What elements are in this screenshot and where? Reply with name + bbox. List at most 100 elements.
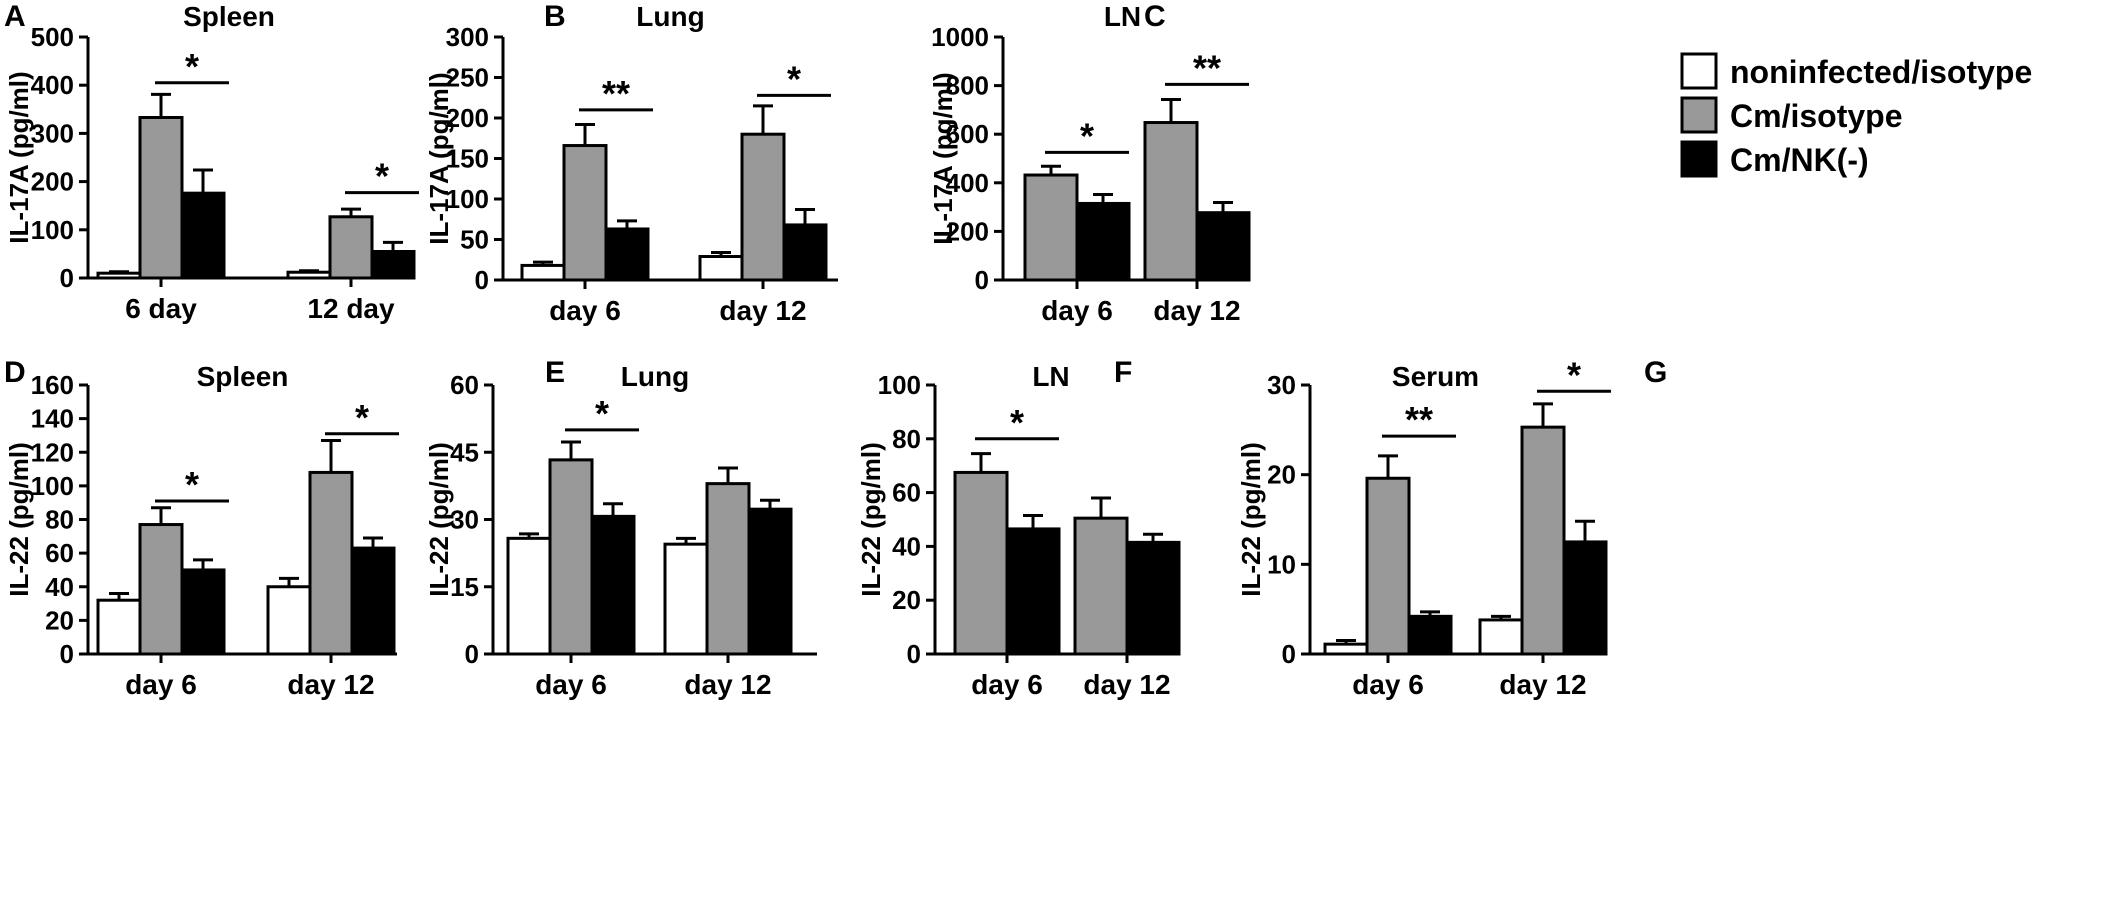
bar (1073, 516, 1129, 656)
x-tick-label: day 6 (1352, 669, 1424, 700)
bar (782, 223, 828, 282)
y-tick-label: 160 (31, 370, 74, 400)
y-tick-label: 10 (1267, 549, 1296, 579)
bar (740, 132, 786, 282)
y-tick-label: 45 (450, 437, 479, 467)
panel-c: CLN IL-17A (pg/ml) 0 200 400 600 800 1000 day 6 d… (928, 0, 1251, 326)
y-tick-label: 40 (892, 531, 921, 561)
y-tick-label: 60 (45, 538, 74, 568)
y-tick-label: 800 (946, 71, 989, 101)
y-tick-label: 0 (60, 639, 74, 669)
bar (370, 249, 416, 280)
bar (548, 458, 594, 656)
y-tick-label: 80 (45, 505, 74, 535)
bar (1365, 476, 1411, 656)
bar (698, 255, 744, 282)
y-tick-label: 60 (450, 370, 479, 400)
x-tick-label: day 6 (971, 669, 1043, 700)
panel-letter: E (545, 356, 565, 389)
bar (96, 271, 142, 280)
x-tick-label: day 6 (549, 295, 621, 326)
y-tick-label: 100 (31, 215, 74, 245)
y-tick-label: 500 (31, 22, 74, 52)
y-tick-label: 80 (892, 424, 921, 454)
y-tick-label: 120 (31, 437, 74, 467)
y-tick-label: 0 (60, 263, 74, 293)
bar (506, 536, 552, 656)
significance-marker: * (1567, 354, 1581, 395)
panel-e: E Lung IL-22 (pg/ml) 0 15 30 45 60 day 6 day 12 * (424, 356, 817, 700)
bar (1005, 527, 1061, 656)
y-tick-label: 30 (1267, 370, 1296, 400)
legend-label-cm-nk: Cm/NK(-) (1730, 142, 1869, 178)
panel-letter: D (4, 356, 26, 389)
bar (350, 546, 396, 656)
y-axis-label: IL-17A (pg/ml) (4, 71, 34, 243)
significance-marker: * (375, 156, 389, 197)
y-tick-label: 20 (1267, 460, 1296, 490)
x-tick-label: day 12 (719, 295, 806, 326)
bar (520, 263, 566, 282)
bar (1562, 540, 1608, 656)
y-axis-label: IL-22 (pg/ml) (4, 442, 34, 597)
x-tick-label: day 6 (535, 669, 607, 700)
y-tick-label: 0 (475, 265, 489, 295)
bar (1143, 121, 1199, 282)
x-tick-label: day 12 (1153, 295, 1240, 326)
x-tick-label: day 6 (1041, 295, 1113, 326)
y-tick-label: 200 (946, 216, 989, 246)
bar (138, 115, 184, 280)
y-tick-label: 0 (465, 639, 479, 669)
panel-title: LN (1104, 1, 1141, 32)
x-tick-label: 12 day (307, 293, 395, 324)
panel-title: Lung (621, 361, 689, 392)
significance-marker: ** (1405, 399, 1433, 440)
bar (328, 215, 374, 280)
y-tick-label: 300 (31, 118, 74, 148)
panel-letter: G (1644, 356, 1667, 389)
bar (953, 470, 1009, 656)
bar (590, 514, 636, 656)
y-tick-label: 200 (31, 167, 74, 197)
bar (180, 191, 226, 280)
y-tick-label: 300 (446, 22, 489, 52)
y-tick-label: 400 (31, 70, 74, 100)
panel-a: A Spleen IL-17A (pg/ml) 0 100 200 300 400 500 6 d… (4, 0, 419, 324)
bar (562, 144, 608, 282)
x-tick-label: day 12 (287, 669, 374, 700)
y-tick-label: 30 (450, 505, 479, 535)
y-axis-label: IL-22 (pg/ml) (856, 442, 886, 597)
y-tick-label: 50 (460, 225, 489, 255)
bar (663, 542, 709, 656)
panel-title: Spleen (183, 1, 275, 32)
y-tick-label: 1000 (931, 22, 989, 52)
y-tick-label: 0 (907, 639, 921, 669)
bar (1125, 540, 1181, 656)
y-tick-label: 20 (45, 605, 74, 635)
x-tick-label: 6 day (125, 293, 197, 324)
bar (138, 523, 184, 656)
panel-f: F LN IL-22 (pg/ml) 0 20 40 60 80 100 day 6 day 12 * (856, 356, 1181, 700)
bar (1478, 618, 1524, 656)
panel-title: LN (1032, 361, 1069, 392)
significance-marker: * (185, 464, 199, 505)
bar (747, 507, 793, 656)
x-tick-label: day 6 (125, 669, 197, 700)
panel-letter: C (1144, 0, 1166, 33)
y-axis-label: IL-22 (pg/ml) (1236, 442, 1266, 597)
panel-b: B Lung IL-17A (pg/ml) 0 50 100 150 200 250 300 day… (424, 0, 838, 326)
panel-title: Lung (636, 1, 704, 32)
y-axis-label: IL-17A (pg/ml) (424, 72, 454, 244)
y-tick-label: 140 (31, 404, 74, 434)
significance-marker: ** (602, 73, 630, 114)
y-tick-label: 600 (946, 119, 989, 149)
bar (96, 598, 142, 656)
panel-title: Serum (1392, 361, 1479, 392)
y-tick-label: 150 (446, 144, 489, 174)
panel-letter: B (544, 0, 566, 33)
bar (286, 270, 332, 280)
bar (266, 585, 312, 656)
significance-marker: * (1080, 115, 1094, 156)
